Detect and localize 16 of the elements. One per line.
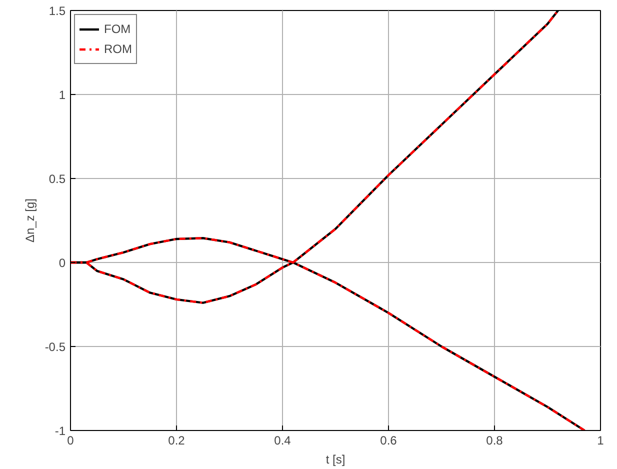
y-tick-label: 1.5: [48, 4, 66, 18]
x-tick-label: 0.4: [274, 434, 292, 448]
x-tick-label: 0.8: [486, 434, 504, 448]
x-tick-label: 0.2: [168, 434, 186, 448]
legend-label: FOM: [104, 22, 131, 36]
x-axis-title: t [s]: [326, 452, 346, 466]
legend-label: ROM: [104, 42, 132, 56]
y-tick-label: 0: [58, 256, 66, 270]
y-axis-title: Δn_z [g]: [22, 198, 37, 243]
y-tick-label: 1: [58, 88, 66, 102]
y-tick-label: -0.5: [44, 340, 66, 354]
y-tick-label: 0.5: [48, 172, 66, 186]
x-tick-label: 0: [67, 434, 74, 448]
y-tick-label: -1: [54, 424, 66, 438]
x-tick-label: 1: [597, 434, 604, 448]
x-tick-label: 0.6: [380, 434, 398, 448]
